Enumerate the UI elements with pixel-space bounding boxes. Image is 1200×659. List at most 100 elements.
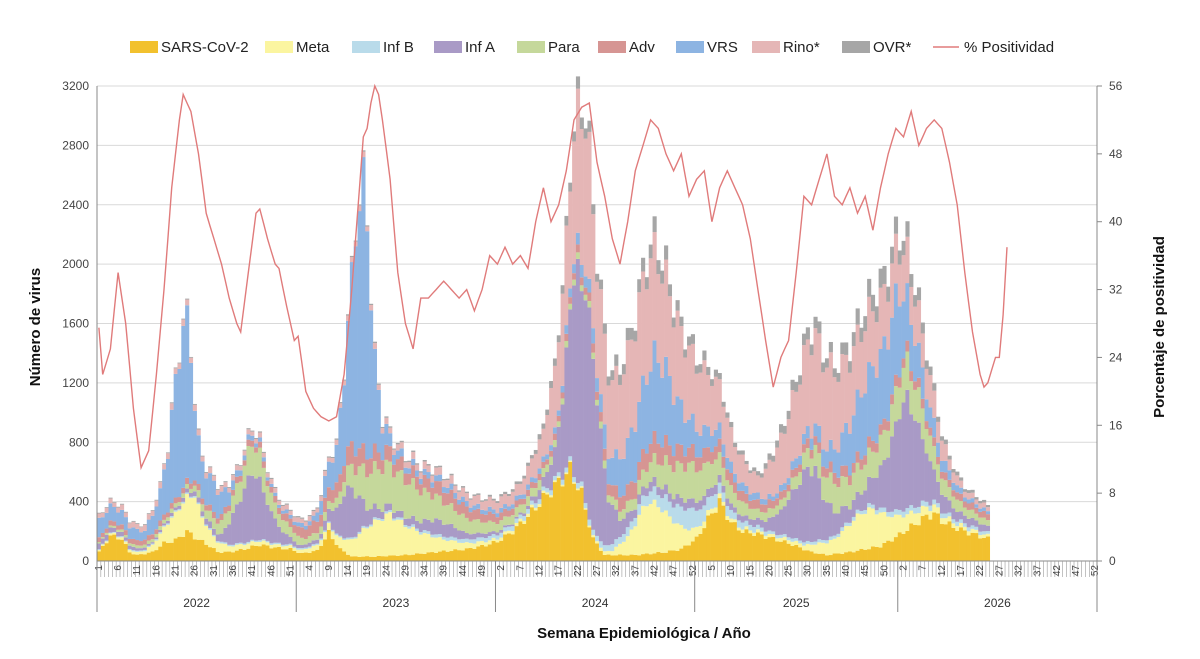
bar-segment [453,484,458,486]
bar-segment [687,462,692,499]
bar-segment [575,232,581,245]
bar-segment [273,518,278,543]
bar-segment [782,483,787,490]
bar-segment [116,507,121,513]
bar-segment [932,437,937,447]
bar-segment [752,532,757,536]
bar-segment [595,541,600,544]
bar-segment [982,510,987,518]
bar-segment [460,496,466,503]
bar-segment [353,498,358,537]
bar-segment [583,294,588,301]
bar-segment [759,504,764,513]
bar-segment [671,550,676,561]
bar-segment [909,286,914,325]
bar-segment [131,546,136,551]
bar-segment [579,487,584,561]
bar-segment [805,550,810,561]
bar-segment [828,472,833,504]
bar-segment [315,512,320,522]
bar-segment [499,537,504,541]
bar-segment [667,501,673,517]
bar-segment [809,551,814,561]
bar-segment [407,468,412,474]
bar-segment [560,293,565,386]
bar-segment [725,469,730,481]
bar-segment [434,466,439,468]
bar-segment [736,490,741,501]
bar-segment [353,456,358,476]
bar-segment [710,385,715,437]
bar-segment [625,500,630,513]
bar-segment [939,440,945,461]
bar-segment [840,476,845,507]
bar-segment [836,513,841,534]
bar-segment [483,499,489,501]
week-tick-label: 5 [707,565,718,571]
bar-segment [545,494,550,561]
bar-segment [234,464,240,466]
bar-segment [227,505,232,512]
bar-segment [556,476,561,478]
bar-segment [602,468,607,546]
bar-segment [748,473,753,495]
bar-segment [598,428,604,542]
bar-segment [725,417,730,458]
bar-segment [752,527,757,533]
bar-segment [962,526,968,531]
bar-segment [219,541,224,544]
bar-segment [480,514,485,523]
bar-segment [886,301,891,350]
bar-segment [449,540,454,552]
bar-segment [840,506,845,528]
bar-segment [752,536,757,561]
bar-segment [713,507,718,513]
bar-segment [882,336,887,419]
bar-segment [629,499,634,511]
bar-segment [457,550,462,561]
bar-segment [403,525,408,528]
bar-segment [713,369,718,377]
bar-segment [955,475,960,486]
bar-segment [346,554,351,561]
bar-segment [552,475,558,481]
bar-segment [863,549,868,561]
bar-segment [909,274,914,287]
week-tick-label: 20 [764,565,775,577]
bar-segment [637,479,642,495]
bar-segment [644,488,650,497]
bar-segment [399,470,404,511]
bar-segment [947,487,952,501]
bar-segment [188,362,194,484]
bar-segment [936,481,941,504]
bar-segment [702,505,707,522]
bar-segment [928,519,933,561]
bar-segment [449,551,454,561]
bar-segment [633,526,638,555]
bar-segment [572,482,577,484]
bar-segment [756,524,761,530]
bar-segment [411,478,416,516]
bar-segment [874,510,879,515]
bar-segment [836,381,841,453]
bar-segment [300,537,305,546]
bar-segment [185,477,190,484]
bar-segment [369,473,374,510]
bar-segment [840,432,845,466]
bar-segment [307,552,312,561]
bar-segment [495,542,500,561]
bar-segment [974,513,979,521]
bar-segment [483,538,489,543]
bar-segment [962,523,968,527]
bar-segment [188,356,194,358]
bar-segment [591,204,596,215]
bar-segment [139,548,144,551]
bar-segment [568,456,573,461]
bar-segment [472,543,477,549]
y2-tick-label: 24 [1109,350,1123,364]
bar-segment [870,294,876,312]
bar-segment [376,389,381,453]
bar-segment [851,415,856,464]
bar-segment [905,514,910,531]
week-tick-label: 50 [879,565,890,577]
